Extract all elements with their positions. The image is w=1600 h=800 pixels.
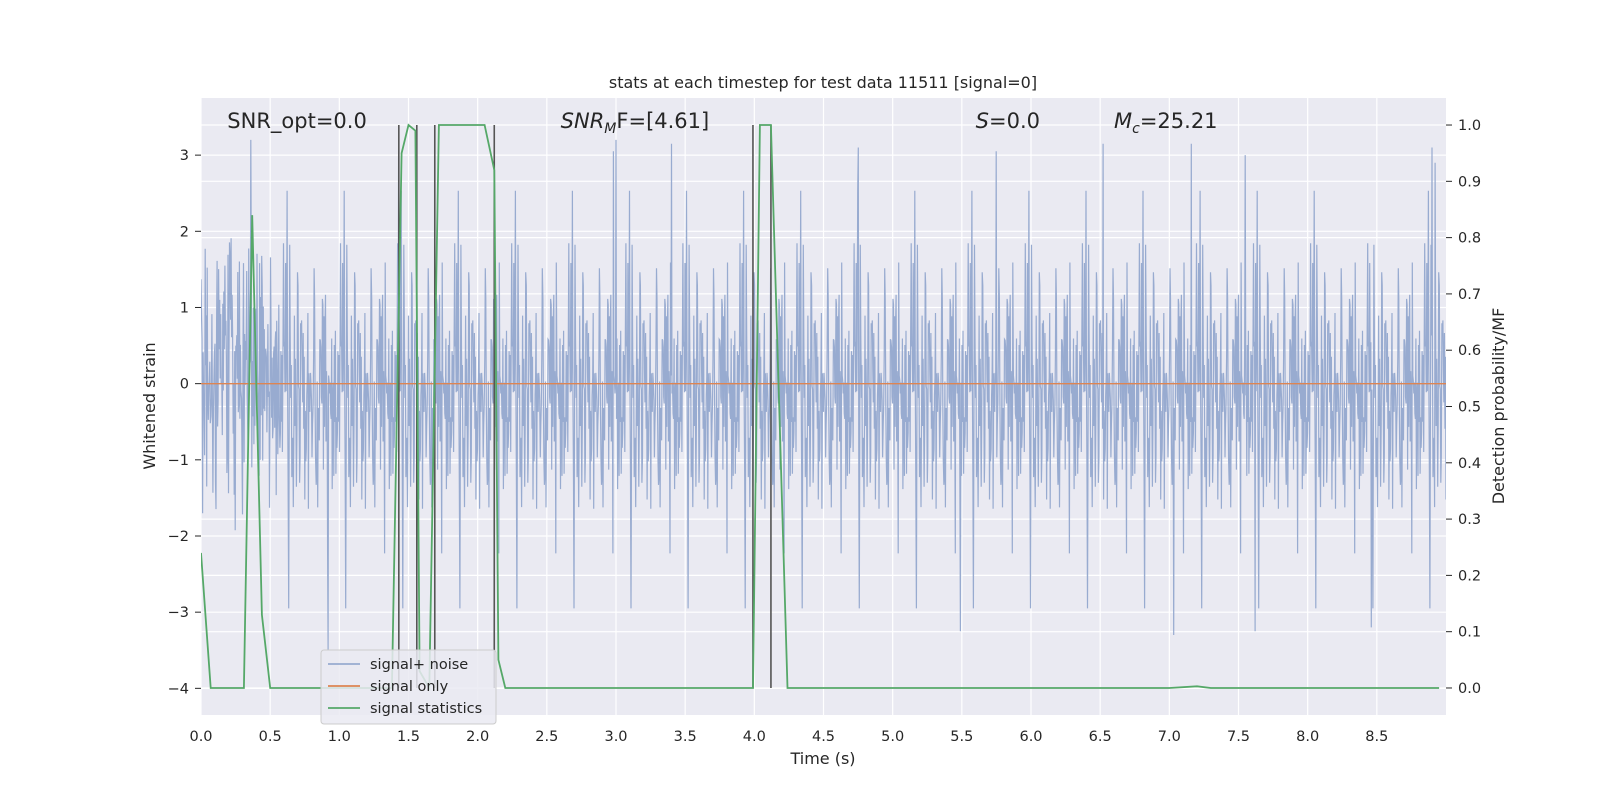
x-tick-label: 5.5 xyxy=(950,729,973,745)
y2-tick-label: 0.1 xyxy=(1458,625,1481,641)
y-tick-label: 3 xyxy=(180,148,189,164)
x-tick-label: 7.0 xyxy=(1158,729,1181,745)
annotations: SNR_opt=0.0 SNRMF=[4.61] S=0.0 Mc=25.21 xyxy=(227,109,1217,137)
legend-label-signal-only: signal only xyxy=(370,679,449,695)
x-tick-label: 5.0 xyxy=(881,729,904,745)
y2-tick-label: 1.0 xyxy=(1458,118,1481,134)
annotation-rest: F=[4.61] xyxy=(616,109,709,133)
y2-tick-label: 0.9 xyxy=(1458,174,1481,190)
annotation-snr-mf: SNRMF=[4.61] xyxy=(561,109,710,137)
y2-tick-label: 0.4 xyxy=(1458,456,1481,472)
x-tick-label: 4.5 xyxy=(812,729,835,745)
x-tick-label: 3.5 xyxy=(674,729,697,745)
x-tick-label: 2.0 xyxy=(466,729,489,745)
annotation-base: M xyxy=(1114,109,1132,133)
legend-label-signal-noise: signal+ noise xyxy=(370,657,468,673)
annotation-rest: =25.21 xyxy=(1140,109,1218,133)
legend: signal+ noise signal only signal statist… xyxy=(320,649,497,725)
y-axis-label: Whitened strain xyxy=(140,342,159,469)
annotation-mc: Mc=25.21 xyxy=(1114,109,1218,137)
y-tick-label: 2 xyxy=(180,224,189,240)
x-tick-label: 8.0 xyxy=(1296,729,1319,745)
annotation-base: SNR xyxy=(561,109,605,133)
legend-box xyxy=(320,649,497,725)
x-tick-label: 1.0 xyxy=(328,729,351,745)
y2-tick-label: 0.2 xyxy=(1458,568,1481,584)
y2-ticks: 0.0 0.1 0.2 0.3 0.4 0.5 0.6 0.7 0.8 0.9 1.0 xyxy=(1446,118,1481,697)
x-tick-label: 3.0 xyxy=(604,729,627,745)
x-axis-label: Time (s) xyxy=(789,749,855,768)
y2-tick-label: 0.7 xyxy=(1458,287,1481,303)
y-tick-label: −2 xyxy=(168,529,189,545)
annotation-rest: =0.0 xyxy=(989,109,1040,133)
y-ticks: −4 −3 −2 −1 0 1 2 3 xyxy=(168,148,201,697)
y-tick-label: −4 xyxy=(168,681,189,697)
annotation-s-stat: S=0.0 xyxy=(976,109,1040,133)
y2-tick-label: 0.8 xyxy=(1458,231,1481,247)
y-tick-label: −3 xyxy=(168,605,189,621)
x-tick-label: 0.5 xyxy=(259,729,282,745)
x-tick-label: 1.5 xyxy=(397,729,420,745)
annotation-sub: M xyxy=(604,121,616,137)
annotation-sub: c xyxy=(1132,121,1140,137)
x-tick-label: 7.5 xyxy=(1227,729,1250,745)
x-tick-label: 6.0 xyxy=(1019,729,1042,745)
y-tick-label: −1 xyxy=(168,453,189,469)
legend-label-signal-statistics: signal statistics xyxy=(370,701,482,717)
series-signal-statistics xyxy=(201,123,1440,692)
y-tick-label: 1 xyxy=(180,300,189,316)
x-ticks: 0.0 0.5 1.0 1.5 2.0 2.5 3.0 3.5 4.0 4.5 5.0 5.5 6.0 6… xyxy=(189,729,1388,745)
chart-title: stats at each timestep for test data 115… xyxy=(609,73,1037,92)
x-tick-label: 6.5 xyxy=(1089,729,1112,745)
x-tick-label: 0.0 xyxy=(189,729,212,745)
y2-tick-label: 0.5 xyxy=(1458,400,1481,416)
y2-tick-label: 0.6 xyxy=(1458,343,1481,359)
y2-axis-label: Detection probability/MF xyxy=(1489,308,1508,505)
annotation-snr-opt: SNR_opt=0.0 xyxy=(227,109,367,134)
x-tick-label: 8.5 xyxy=(1365,729,1388,745)
y-tick-label: 0 xyxy=(180,377,189,393)
series-signal-noise xyxy=(201,139,1446,651)
x-tick-label: 4.0 xyxy=(743,729,766,745)
y2-tick-label: 0.3 xyxy=(1458,512,1481,528)
annotation-italic: S xyxy=(976,109,989,133)
x-tick-label: 2.5 xyxy=(535,729,558,745)
y2-tick-label: 0.0 xyxy=(1458,681,1481,697)
